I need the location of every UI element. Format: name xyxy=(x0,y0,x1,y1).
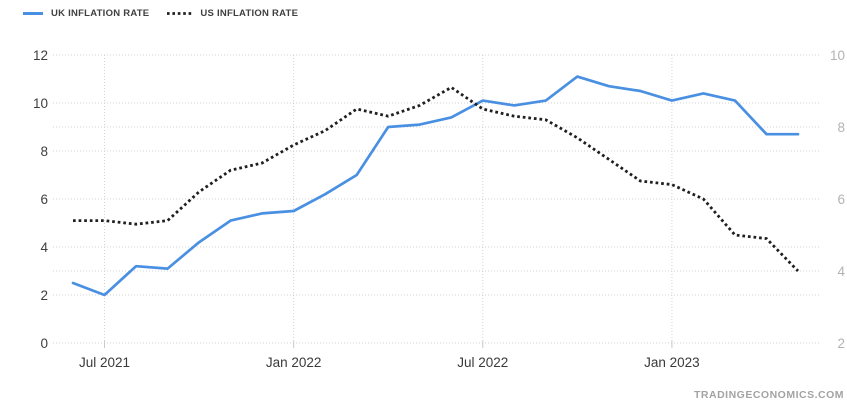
left-axis-label: 2 xyxy=(40,288,48,303)
uk-solid-line-swatch xyxy=(23,12,43,15)
right-axis-label: 10 xyxy=(830,48,845,63)
left-axis-label: 10 xyxy=(33,96,48,111)
right-axis-label: 2 xyxy=(837,336,845,351)
us-dotted-line-swatch xyxy=(167,12,194,15)
right-axis-label: 6 xyxy=(837,192,845,207)
legend-item-uk[interactable]: UK INFLATION RATE xyxy=(22,8,149,19)
right-axis-label: 8 xyxy=(837,120,845,135)
series-line-uk-inflation xyxy=(71,75,800,297)
series-line-us-inflation xyxy=(73,85,800,272)
left-axis-label: 8 xyxy=(40,144,48,159)
left-axis-label: 4 xyxy=(40,240,48,255)
x-axis-label: Jan 2023 xyxy=(644,355,700,370)
legend-label-uk: UK INFLATION RATE xyxy=(51,8,150,19)
x-axis-label: Jul 2022 xyxy=(457,355,508,370)
legend-item-us[interactable]: US INFLATION RATE xyxy=(166,8,298,19)
legend-label-us: US INFLATION RATE xyxy=(200,8,299,19)
watermark: TRADINGECONOMICS.COM xyxy=(694,389,844,401)
x-axis-label: Jul 2021 xyxy=(79,355,130,370)
left-axis-label: 6 xyxy=(40,192,48,207)
right-axis-label: 4 xyxy=(837,264,845,279)
left-axis-label: 0 xyxy=(40,336,48,351)
x-axis-label: Jan 2022 xyxy=(266,355,322,370)
chart-legend: UK INFLATION RATE US INFLATION RATE xyxy=(22,8,298,19)
left-axis-label: 12 xyxy=(33,48,48,63)
